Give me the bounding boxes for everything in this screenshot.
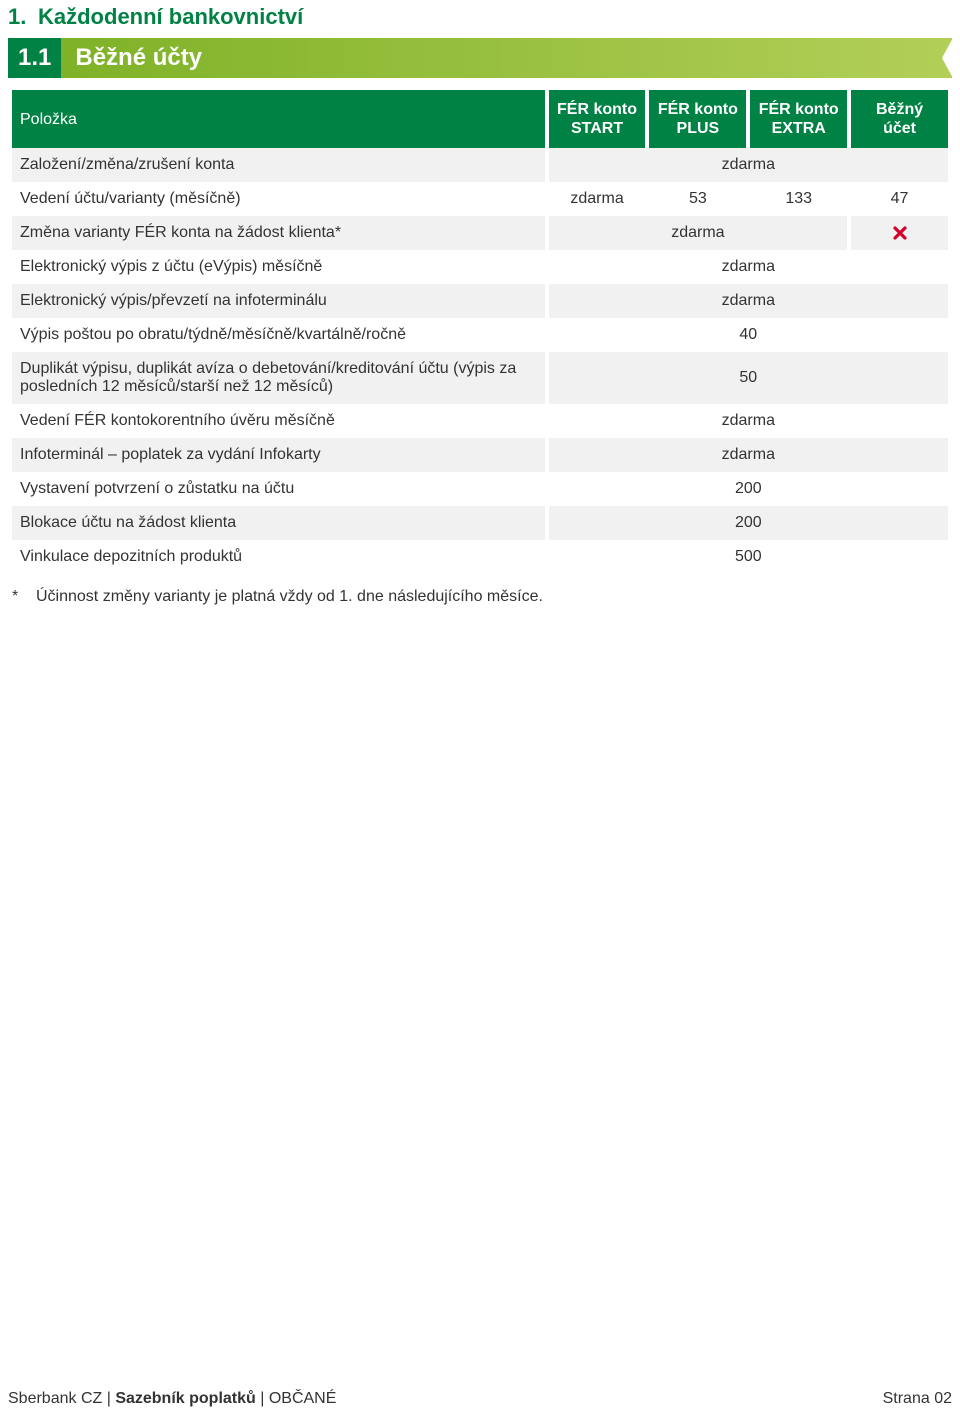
footer-doc: Sazebník poplatků	[115, 1390, 255, 1407]
subsection-banner: 1.1 Běžné účty	[8, 38, 952, 78]
header-col-1: FÉR konto PLUS	[649, 90, 746, 148]
section-title: Každodenní bankovnictví	[38, 4, 303, 30]
footer-sep1: |	[102, 1390, 115, 1407]
header-label: Položka	[12, 90, 545, 148]
table-row: Vedení FÉR kontokorentního úvěru měsíčně…	[12, 404, 948, 438]
row-value-span4: 500	[549, 540, 948, 574]
row-value-span4: 40	[549, 318, 948, 352]
footnote-text: Účinnost změny varianty je platná vždy o…	[36, 588, 543, 606]
table-row: Blokace účtu na žádost klienta200	[12, 506, 948, 540]
row-label: Výpis poštou po obratu/týdně/měsíčně/kva…	[12, 318, 545, 352]
row-label: Vedení FÉR kontokorentního úvěru měsíčně	[12, 404, 545, 438]
row-label: Vedení účtu/varianty (měsíčně)	[12, 182, 545, 216]
header-col-2-l1: FÉR konto	[759, 101, 839, 118]
header-col-0-l1: FÉR konto	[557, 101, 637, 118]
table-row: Výpis poštou po obratu/týdně/měsíčně/kva…	[12, 318, 948, 352]
row-label: Změna varianty FÉR konta na žádost klien…	[12, 216, 545, 250]
table-row: Vedení účtu/varianty (měsíčně)zdarma5313…	[12, 182, 948, 216]
header-col-1-l2: PLUS	[657, 119, 738, 138]
footer-aud: OBČANÉ	[269, 1390, 337, 1407]
row-value-span3: zdarma	[549, 216, 847, 250]
header-col-0: FÉR konto START	[549, 90, 646, 148]
subsection-title-wrap: Běžné účty	[61, 38, 952, 78]
fees-table: Položka FÉR konto START FÉR konto PLUS F…	[8, 90, 952, 574]
row-value-span4: zdarma	[549, 438, 948, 472]
table-row: Elektronický výpis z účtu (eVýpis) měsíč…	[12, 250, 948, 284]
row-label: Vystavení potvrzení o zůstatku na účtu	[12, 472, 545, 506]
row-value: 47	[851, 182, 948, 216]
footer-sep2: |	[256, 1390, 269, 1407]
row-label: Duplikát výpisu, duplikát avíza o debeto…	[12, 352, 545, 404]
header-col-1-l1: FÉR konto	[658, 101, 738, 118]
footnote-marker: *	[12, 588, 24, 606]
header-col-2: FÉR konto EXTRA	[750, 90, 847, 148]
row-value-x	[851, 216, 948, 250]
header-col-2-l2: EXTRA	[758, 119, 839, 138]
x-icon	[892, 224, 908, 241]
row-value-span4: zdarma	[549, 284, 948, 318]
row-value: 133	[750, 182, 847, 216]
table-row: Duplikát výpisu, duplikát avíza o debeto…	[12, 352, 948, 404]
header-col-3-l1: Běžný účet	[876, 101, 923, 137]
subsection-number: 1.1	[8, 38, 61, 78]
table-row: Elektronický výpis/převzetí na infotermi…	[12, 284, 948, 318]
footer-page: Strana 02	[883, 1390, 952, 1408]
row-value-span4: zdarma	[549, 250, 948, 284]
header-col-3: Běžný účet	[851, 90, 948, 148]
header-col-0-l2: START	[557, 119, 638, 138]
row-value-span4: zdarma	[549, 404, 948, 438]
table-row: Založení/změna/zrušení kontazdarma	[12, 148, 948, 182]
row-label: Elektronický výpis/převzetí na infotermi…	[12, 284, 545, 318]
table-row: Vinkulace depozitních produktů500	[12, 540, 948, 574]
footnote: * Účinnost změny varianty je platná vždy…	[8, 574, 952, 606]
row-label: Blokace účtu na žádost klienta	[12, 506, 545, 540]
row-value-span4: 50	[549, 352, 948, 404]
row-label: Infoterminál – poplatek za vydání Infoka…	[12, 438, 545, 472]
table-row: Infoterminál – poplatek za vydání Infoka…	[12, 438, 948, 472]
table-row: Změna varianty FÉR konta na žádost klien…	[12, 216, 948, 250]
section-number: 1.	[8, 4, 28, 30]
row-value: zdarma	[549, 182, 646, 216]
subsection-title: Běžné účty	[61, 38, 216, 78]
row-value-span4: zdarma	[549, 148, 948, 182]
table-body: Založení/změna/zrušení kontazdarmaVedení…	[12, 148, 948, 574]
page-footer: Sberbank CZ | Sazebník poplatků | OBČANÉ…	[8, 1390, 952, 1408]
row-label: Elektronický výpis z účtu (eVýpis) měsíč…	[12, 250, 545, 284]
row-value-span4: 200	[549, 506, 948, 540]
row-label: Založení/změna/zrušení konta	[12, 148, 545, 182]
section-heading: 1. Každodenní bankovnictví	[8, 0, 952, 38]
row-value: 53	[649, 182, 746, 216]
table-header-row: Položka FÉR konto START FÉR konto PLUS F…	[12, 90, 948, 148]
table-row: Vystavení potvrzení o zůstatku na účtu20…	[12, 472, 948, 506]
row-label: Vinkulace depozitních produktů	[12, 540, 545, 574]
footer-left: Sberbank CZ | Sazebník poplatků | OBČANÉ	[8, 1390, 336, 1408]
row-value-span4: 200	[549, 472, 948, 506]
footer-brand: Sberbank CZ	[8, 1390, 102, 1407]
